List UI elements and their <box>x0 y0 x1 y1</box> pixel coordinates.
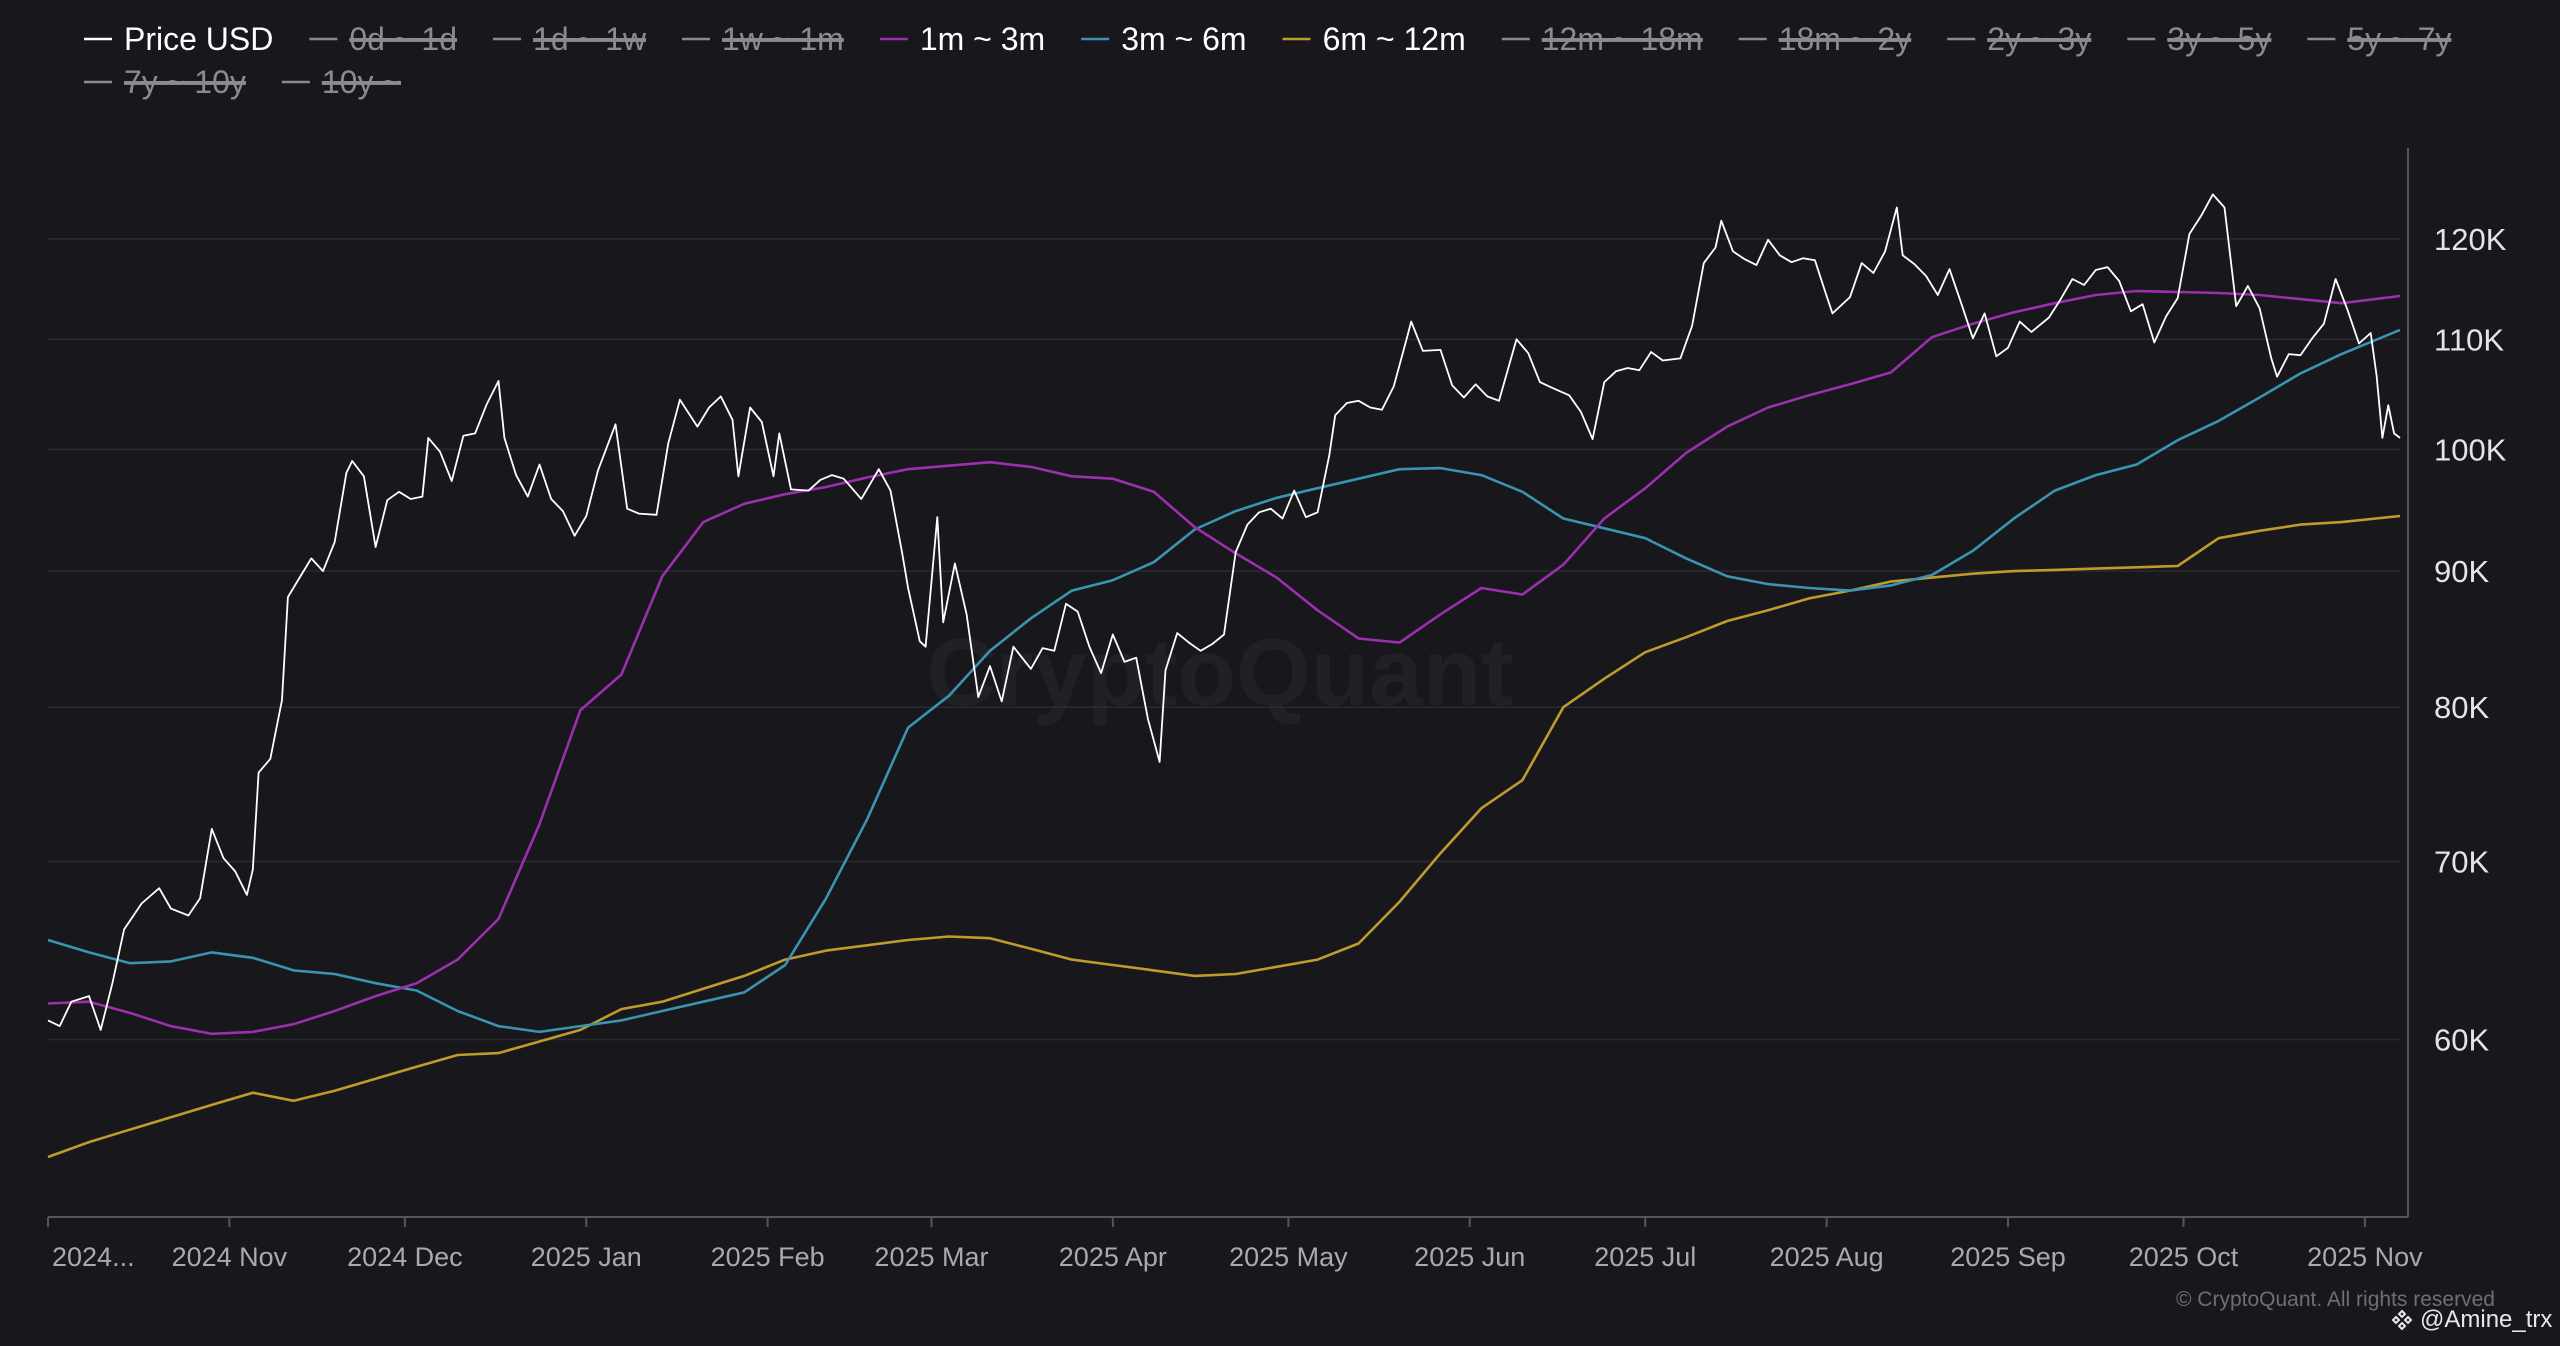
x-tick-label: 2025 Oct <box>2129 1242 2239 1272</box>
y-tick-label: 70K <box>2434 844 2489 879</box>
y-tick-label: 100K <box>2434 432 2507 467</box>
legend-label: Price USD <box>124 21 273 57</box>
legend-label: 6m ~ 12m <box>1323 21 1466 57</box>
legend-item-price-usd[interactable]: Price USD <box>84 21 273 57</box>
x-tick-label: 2025 Aug <box>1770 1242 1884 1272</box>
watermark: CryptoQuant <box>927 619 1514 726</box>
legend-item-3m-6m[interactable]: 3m ~ 6m <box>1081 21 1247 57</box>
legend-item-1m-3m[interactable]: 1m ~ 3m <box>879 21 1045 57</box>
legend-item-12m-18m[interactable]: 12m ~ 18m <box>1501 21 1703 57</box>
x-tick-label: 2025 Jul <box>1594 1242 1696 1272</box>
legend-item-18m-2y[interactable]: 18m ~ 2y <box>1738 21 1912 57</box>
y-tick-label: 60K <box>2434 1023 2489 1058</box>
chart-legend: Price USD 0d ~ 1d 1d ~ 1w 1w ~ 1m 1m ~ 3m 3m … <box>84 21 2452 100</box>
legend-item-10y-[interactable]: 10y ~ <box>281 64 402 100</box>
series-line-6m-12m <box>47 514 2401 1159</box>
legend-item-7y-10y[interactable]: 7y ~ 10y <box>84 64 246 100</box>
copyright-text: © CryptoQuant. All rights reserved <box>2176 1288 2495 1311</box>
author-handle-text: @Amine_trx <box>2420 1306 2553 1333</box>
legend-label: 3m ~ 6m <box>1121 21 1246 57</box>
x-tick-label: 2025 Feb <box>711 1242 825 1272</box>
x-tick-label: 2024 Dec <box>347 1242 463 1272</box>
series-layer <box>47 193 2401 1159</box>
series-line-price-usd <box>47 193 2401 1031</box>
binance-logo-icon <box>2391 1309 2413 1331</box>
y-tick-label: 120K <box>2434 222 2507 257</box>
legend-item-2y-3y[interactable]: 2y ~ 3y <box>1947 21 2092 57</box>
x-tick-label: 2025 Apr <box>1059 1242 1167 1272</box>
legend-item-0d-1d[interactable]: 0d ~ 1d <box>309 21 458 57</box>
legend-item-1d-1w[interactable]: 1d ~ 1w <box>493 21 647 57</box>
axes: 60K 70K 80K 90K 100K 110K 120K 2024... 2024 Nov 2… <box>47 148 2507 1272</box>
series-line-3m-6m <box>47 328 2401 1034</box>
legend-item-5y-7y[interactable]: 5y ~ 7y <box>2307 21 2452 57</box>
legend-item-1w-1m[interactable]: 1w ~ 1m <box>681 21 844 57</box>
y-tick-label: 110K <box>2434 322 2504 357</box>
grid-lines <box>48 238 2400 1041</box>
legend-item-3y-5y[interactable]: 3y ~ 5y <box>2127 21 2272 57</box>
x-tick-label: 2025 Mar <box>874 1242 988 1272</box>
x-tick-label: 2025 Nov <box>2307 1242 2423 1272</box>
x-tick-label: 2024 Nov <box>172 1242 288 1272</box>
x-tick-label: 2025 Sep <box>1950 1242 2066 1272</box>
legend-label: 1m ~ 3m <box>920 21 1045 57</box>
x-tick-label: 2024... <box>52 1242 135 1272</box>
x-tick-label: 2025 May <box>1229 1242 1348 1272</box>
y-tick-label: 80K <box>2434 690 2489 725</box>
author-handle: @Amine_trx <box>2390 1306 2552 1334</box>
series-line-1m-3m <box>47 289 2401 1036</box>
x-tick-label: 2025 Jan <box>531 1242 642 1272</box>
legend-item-6m-12m[interactable]: 6m ~ 12m <box>1282 21 1466 57</box>
x-tick-label: 2025 Jun <box>1414 1242 1525 1272</box>
y-tick-label: 90K <box>2434 554 2489 589</box>
